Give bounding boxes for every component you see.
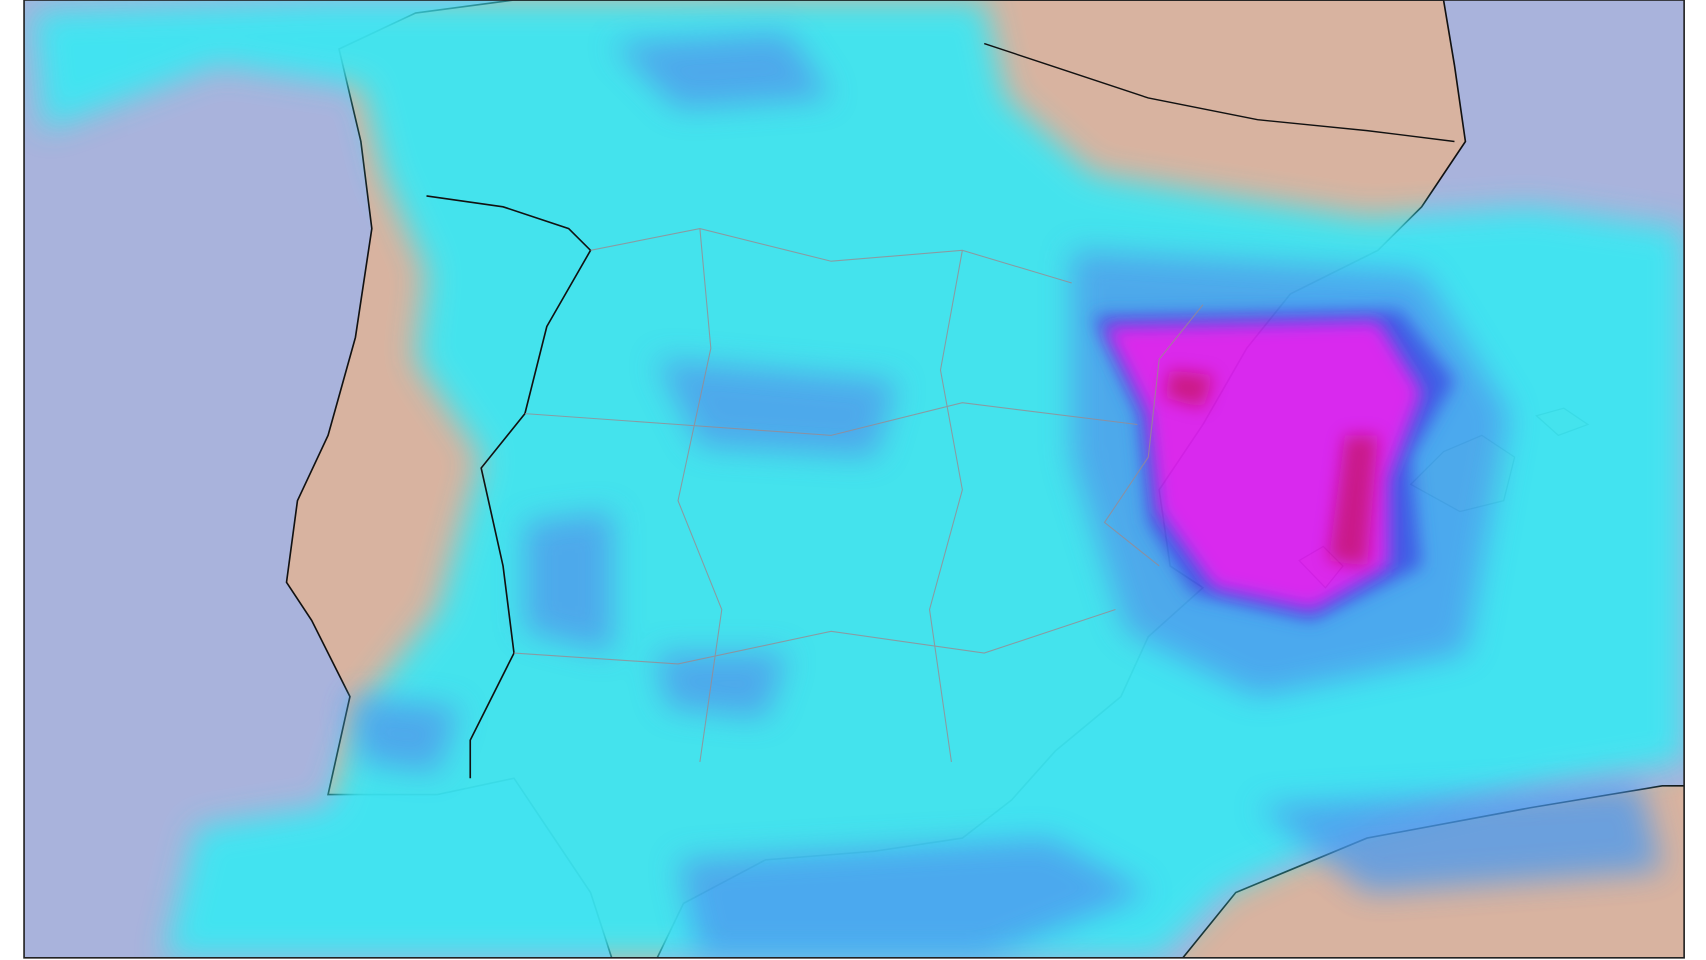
region-border (1103, 304, 1204, 567)
region-border (590, 228, 1072, 284)
precipitation-layer (32, 0, 1685, 958)
region-border (524, 402, 1138, 436)
region-border (677, 228, 723, 762)
region-border (513, 609, 1116, 665)
map-frame (23, 0, 1685, 959)
region-borders (513, 228, 1204, 762)
france-border (984, 42, 1455, 143)
map-area (24, 0, 1685, 958)
region-border (928, 250, 963, 762)
rain-extreme (1164, 370, 1378, 566)
